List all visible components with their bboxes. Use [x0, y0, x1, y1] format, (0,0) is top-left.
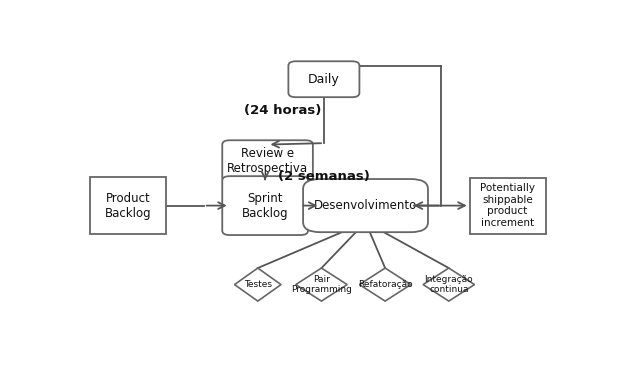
Text: Pair
Programming: Pair Programming — [291, 275, 352, 294]
FancyBboxPatch shape — [90, 177, 166, 234]
FancyBboxPatch shape — [288, 61, 360, 97]
Text: Refatoração: Refatoração — [358, 280, 413, 289]
Text: (2 semanas): (2 semanas) — [278, 170, 370, 184]
Text: Sprint
Backlog: Sprint Backlog — [242, 192, 288, 220]
Text: Daily: Daily — [308, 73, 340, 86]
FancyBboxPatch shape — [222, 176, 308, 235]
FancyBboxPatch shape — [303, 179, 428, 232]
Polygon shape — [423, 268, 475, 301]
FancyBboxPatch shape — [470, 178, 545, 233]
Text: Potentially
shippable
product
increment: Potentially shippable product increment — [480, 183, 535, 228]
Text: (24 horas): (24 horas) — [243, 104, 321, 117]
Text: Product
Backlog: Product Backlog — [105, 192, 151, 220]
Text: Integração
continua: Integração continua — [425, 275, 473, 294]
Text: Testes: Testes — [244, 280, 272, 289]
Text: Desenvolvimento: Desenvolvimento — [314, 199, 417, 212]
FancyBboxPatch shape — [222, 140, 313, 182]
Text: Review e
Retrospectiva: Review e Retrospectiva — [227, 147, 308, 175]
Polygon shape — [296, 268, 347, 301]
Polygon shape — [360, 268, 411, 301]
Polygon shape — [234, 268, 281, 301]
